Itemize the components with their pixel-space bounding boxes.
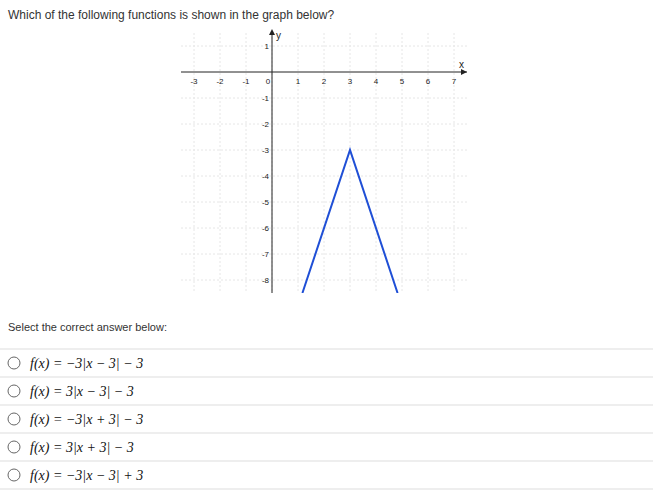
tick-label: -3 — [262, 146, 270, 155]
grid-line — [181, 202, 467, 203]
axis-label: y — [276, 30, 281, 41]
tick-label: -4 — [262, 172, 270, 181]
grid-line — [181, 254, 467, 255]
radio[interactable] — [8, 469, 20, 481]
graph: x y -3 -2 -1 0 1 2 3 4 5 6 7 -8 -7 -6 -5 -4 -3 -2 -1 1 — [181, 29, 467, 293]
tick-label: -3 — [190, 77, 198, 86]
radio[interactable] — [8, 413, 20, 425]
tick-label: -8 — [262, 276, 270, 285]
separator — [0, 377, 653, 378]
tick-label: -1 — [242, 77, 250, 86]
option[interactable]: f(x) = −3|x + 3| − 3 — [30, 412, 143, 428]
tick-label: 3 — [348, 77, 353, 86]
radio[interactable] — [8, 441, 20, 453]
option[interactable]: f(x) = −3|x − 3| + 3 — [30, 468, 143, 484]
tick-label: 0 — [266, 77, 271, 86]
tick-label: 7 — [452, 77, 457, 86]
tick-label: -7 — [262, 250, 270, 259]
axis-label: x — [459, 59, 464, 70]
separator — [0, 405, 653, 406]
separator — [0, 349, 653, 350]
tick-label: 4 — [374, 77, 379, 86]
tick-label: -2 — [262, 120, 270, 129]
tick-label: -6 — [262, 224, 270, 233]
y-axis — [272, 33, 273, 293]
separator — [0, 461, 653, 462]
tick-label: 1 — [296, 77, 301, 86]
grid-line — [181, 176, 467, 177]
option[interactable]: f(x) = 3|x − 3| − 3 — [30, 384, 134, 400]
tick-label: 2 — [322, 77, 327, 86]
grid-line — [181, 280, 467, 281]
prompt: Select the correct answer below: — [8, 321, 167, 333]
tick-label: 1 — [265, 42, 270, 51]
x-axis — [181, 72, 467, 73]
radio[interactable] — [8, 357, 20, 369]
grid-line — [181, 150, 467, 151]
tick-label: 5 — [400, 77, 405, 86]
tick-label: -5 — [262, 198, 270, 207]
grid-line — [181, 124, 467, 125]
separator — [0, 433, 653, 434]
question: Which of the following functions is show… — [8, 8, 335, 22]
tick-label: -1 — [262, 94, 270, 103]
radio[interactable] — [8, 385, 20, 397]
grid-line — [181, 98, 467, 99]
function-line — [302, 150, 397, 293]
tick-label: -2 — [216, 77, 224, 86]
option[interactable]: f(x) = −3|x − 3| − 3 — [30, 356, 143, 372]
y-arrow — [269, 29, 275, 35]
grid-line — [181, 46, 467, 47]
plot-area — [302, 150, 397, 293]
tick-label: 6 — [426, 77, 431, 86]
grid-line — [272, 33, 273, 293]
separator — [0, 489, 653, 490]
option[interactable]: f(x) = 3|x + 3| − 3 — [30, 440, 134, 456]
